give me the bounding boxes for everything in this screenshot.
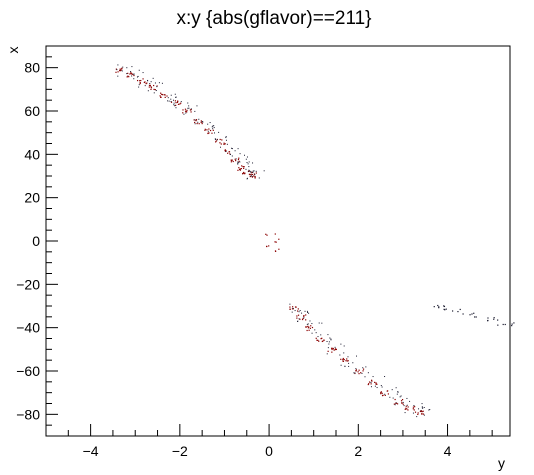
y-tick-label: 80 — [24, 60, 40, 76]
data-point — [182, 105, 198, 115]
chart-title: x:y {abs(gflavor)==211} — [176, 8, 371, 29]
data-point — [487, 317, 499, 322]
data-point — [367, 376, 386, 389]
data-point — [414, 406, 431, 418]
data-point — [289, 303, 306, 314]
data-point — [305, 322, 323, 334]
data-point — [136, 76, 154, 88]
data-point — [115, 64, 133, 77]
data-point — [315, 334, 332, 343]
x-axis-label: y — [498, 455, 505, 471]
data-point — [237, 161, 254, 175]
y-tick-label: −60 — [16, 363, 40, 379]
data-point — [274, 248, 280, 252]
data-point — [340, 355, 358, 368]
y-axis-label: x — [5, 47, 21, 54]
data-point — [380, 387, 399, 399]
x-tick-label: 0 — [265, 443, 273, 459]
y-tick-label: 40 — [24, 146, 40, 162]
data-point — [497, 322, 515, 327]
data-point — [353, 366, 369, 378]
data-point — [204, 125, 220, 135]
data-point — [214, 136, 228, 148]
x-tick-label: 2 — [354, 443, 362, 459]
data-point — [246, 170, 265, 180]
y-tick-label: 60 — [24, 103, 40, 119]
data-point — [274, 238, 280, 243]
data-point — [224, 147, 241, 157]
y-tick-label: −40 — [16, 320, 40, 336]
x-tick-label: 4 — [444, 443, 452, 459]
data-points — [115, 64, 515, 418]
y-tick-label: 20 — [24, 190, 40, 206]
data-point — [170, 96, 189, 109]
data-point — [296, 310, 311, 322]
plot-frame — [45, 45, 511, 437]
data-point — [193, 118, 211, 125]
data-point — [242, 168, 260, 179]
data-point — [393, 395, 411, 407]
data-point — [265, 233, 276, 236]
x-tick-label: −4 — [83, 443, 99, 459]
data-point — [326, 343, 345, 356]
y-tick-label: −80 — [16, 406, 40, 422]
data-point — [443, 308, 461, 313]
x-tick-label: −2 — [172, 443, 188, 459]
y-tick-label: −20 — [16, 276, 40, 292]
data-point — [230, 154, 249, 165]
data-point — [126, 69, 144, 80]
y-tick-label: 0 — [32, 233, 40, 249]
data-point — [266, 245, 270, 248]
data-point — [147, 81, 163, 94]
data-point — [159, 92, 177, 102]
data-point — [462, 312, 477, 318]
data-point — [433, 304, 446, 309]
